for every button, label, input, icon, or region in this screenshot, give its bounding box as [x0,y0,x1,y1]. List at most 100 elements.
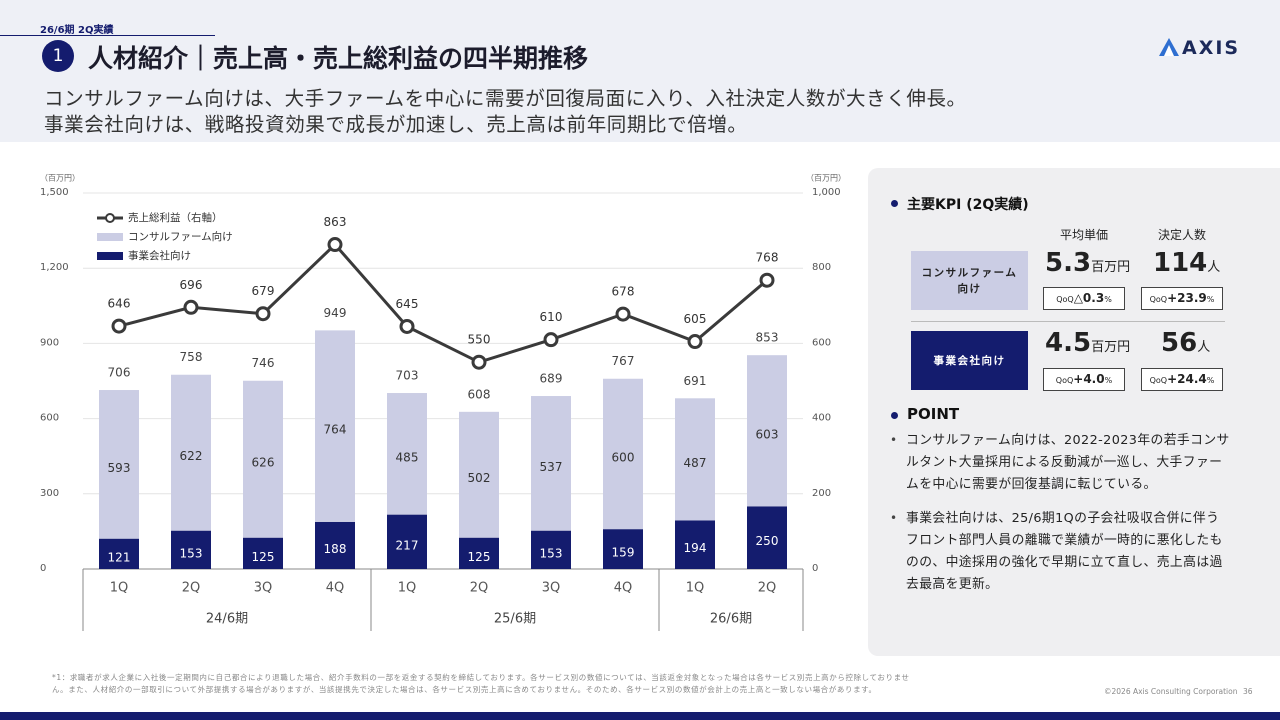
x-tick-label: 4Q [326,581,345,596]
segment-label: 603 [756,427,779,441]
bar-segment [531,396,571,531]
header-band [0,0,1280,142]
footnote: *1：求職者が求人企業に入社後一定期間内に自己都合により退職した場合、紹介手数料… [52,673,910,682]
group-label: 24/6期 [206,612,248,627]
bar-segment [531,530,571,569]
segment-label: 593 [108,461,131,475]
section-rule [0,35,215,36]
column-header: 決定人数 [1157,228,1206,242]
segment-label: 121 [108,550,131,564]
segment-label: 217 [396,538,419,552]
bar-segment [747,506,787,569]
total-label: 767 [612,354,635,368]
bar-segment [459,537,499,569]
bar-segment [243,380,283,538]
total-label: 689 [540,372,563,386]
count: 56 [1161,328,1198,358]
qoq-value: △0.3 [1073,291,1105,305]
bar-segment [675,520,715,569]
bar-segment [387,393,427,515]
logo: AXIS [1182,37,1241,59]
x-tick-label: 3Q [254,581,273,596]
bullet: • [890,433,898,447]
price: 5.3 [1045,248,1092,278]
x-tick-label: 1Q [686,581,705,596]
line-label: 696 [180,278,203,292]
line-point [687,334,703,350]
bar-segment [171,530,211,569]
bar-segment [747,355,787,507]
line-point [327,237,343,253]
copyright: ©2026 Axis Consulting Corporation [1104,687,1238,696]
line-point [255,306,271,322]
x-tick-label: 2Q [182,581,201,596]
y-tick-label: 900 [40,337,59,348]
segment-label: 600 [612,450,635,464]
qoq-unit: % [1206,295,1215,304]
total-label: 703 [396,369,419,383]
unit: 百万円 [1091,340,1131,355]
line-label: 605 [684,312,707,326]
unit: 人 [1197,340,1211,355]
qoq-value: +4.0 [1073,372,1105,386]
bar-segment [603,529,643,569]
bar-segment [99,538,139,569]
line-label: 768 [756,251,779,265]
page-number: 36 [1243,687,1253,696]
total-label: 691 [684,374,707,388]
unit: 百万円 [1091,260,1131,275]
legend-label: 事業会社向け [128,249,191,262]
line-label: 678 [612,285,635,299]
x-tick-label: 1Q [110,581,129,596]
y2-unit: （百万円） [806,174,846,183]
bullet-dot [891,200,898,207]
qoq-prefix: QoQ [1056,295,1074,304]
qoq: QoQ+24.4% [1141,368,1223,391]
line-point [543,332,559,348]
kpi-value: 114人 [1153,248,1220,278]
line-label: 645 [396,297,419,311]
y-tick-label: 0 [40,563,46,574]
bullet: • [890,511,898,525]
group-label: 25/6期 [494,612,536,627]
group-label: 26/6期 [710,612,752,627]
qoq-prefix: QoQ [1149,295,1168,304]
y2-tick-label: 400 [812,413,831,424]
bar-segment [315,330,355,522]
bar-segment [99,390,139,539]
y-tick-label: 1,200 [40,262,69,273]
line-point [759,272,775,288]
y2-tick-label: 200 [812,488,831,499]
line-label: 679 [252,284,275,298]
legend-point [105,213,115,223]
total-label: 608 [468,387,491,401]
line-point [615,306,631,322]
line-point [471,354,487,370]
row-label: コンサルファーム向け [911,251,1028,310]
section-number: 1 [42,40,74,72]
line-label: 646 [108,297,131,311]
section-label: 26/6期 2Q実績 [40,25,114,36]
kpi-value: 5.3百万円 [1045,248,1130,278]
qoq-prefix: QoQ [1055,376,1074,385]
qoq: QoQ△0.3% [1043,287,1125,310]
segment-label: 487 [684,456,707,470]
line-point [399,318,415,334]
segment-label: 626 [252,456,275,470]
segment-label: 250 [756,534,779,548]
kpi-value: 56人 [1161,328,1210,358]
segment-label: 502 [468,471,491,485]
qoq-prefix: QoQ [1149,376,1168,385]
point-title: POINT [907,405,960,423]
qoq-value: +24.4 [1167,372,1207,386]
slide-title: 人材紹介｜売上高・売上総利益の四半期推移 [88,44,589,73]
line-label: 863 [324,215,347,229]
footnote: ん。また、人材紹介の一部取引について外部提携する場合がありますが、当該提携先で決… [52,685,877,694]
logo-icon [1159,38,1179,56]
qoq-unit: % [1206,376,1215,385]
x-tick-label: 1Q [398,581,417,596]
y2-tick-label: 800 [812,262,831,273]
total-label: 949 [324,306,347,320]
kpi-title: 主要KPI (2Q実績) [907,197,1029,213]
